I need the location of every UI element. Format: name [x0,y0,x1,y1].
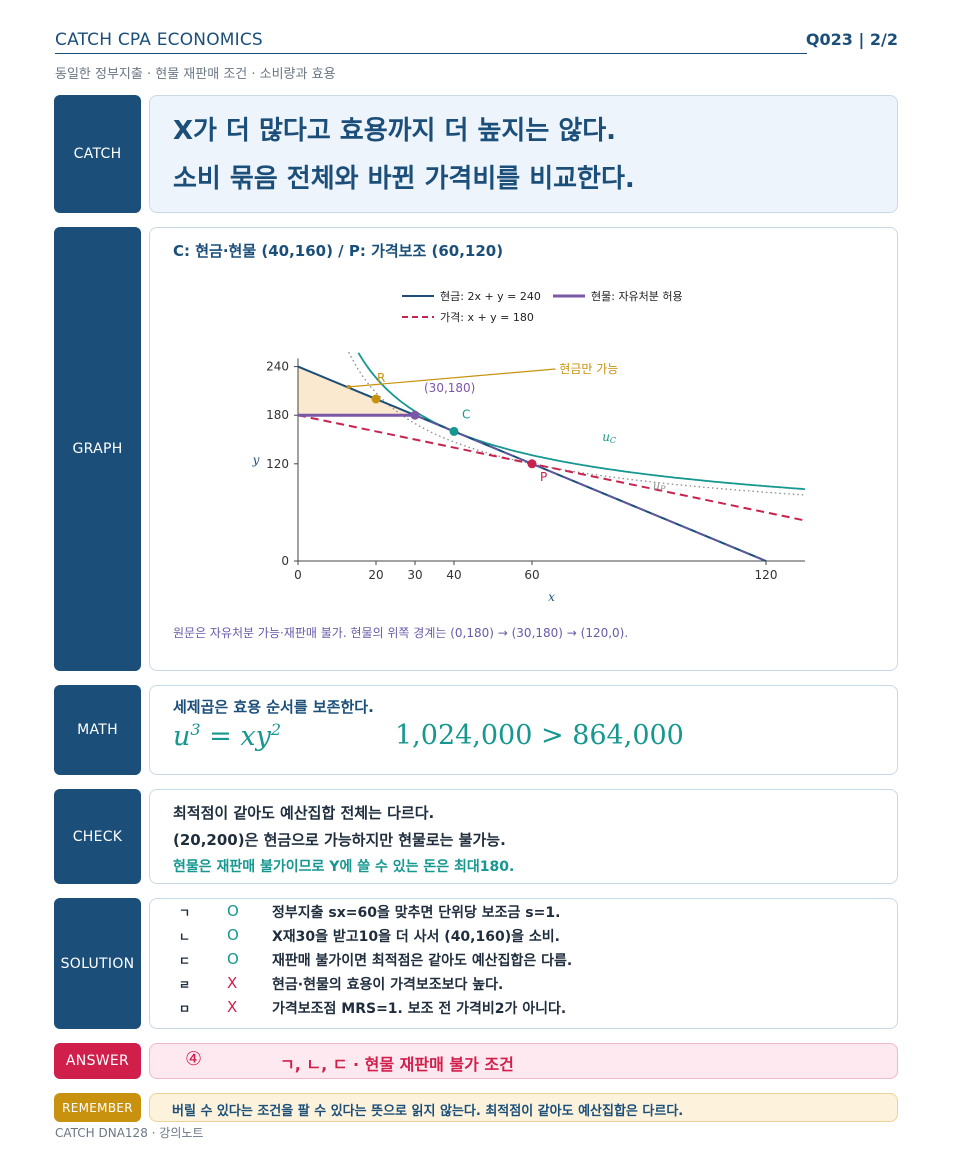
point-p [527,459,537,469]
solution-mark: O [227,902,239,920]
kink-label: (30,180) [424,381,475,395]
curve-uc-subscript: C [610,436,616,445]
solution-label: ㄱ [179,906,191,920]
solution-label: ㄹ [179,978,191,992]
solution-label: ㄴ [179,930,191,944]
question-number: Q023 | 2/2 [805,30,898,49]
graph-title: C: 현금·현물 (40,160) / P: 가격보조 (60,120) [173,242,504,260]
answer-text: ㄱ, ㄴ, ㄷ · 현물 재판매 불가 조건 [280,1055,514,1074]
y-tick-label: 120 [266,457,289,471]
curve-up-label: uP [653,480,666,494]
catch-line-1: X가 더 많다고 효용까지 더 높지는 않다. [173,116,617,146]
solution-text: 가격보조점 MRS=1. 보조 전 가격비2가 아니다. [272,1001,567,1017]
eq-rhs: = xy [200,721,271,752]
x-tick-label: 120 [755,568,778,582]
math-label: 세제곱은 효용 순서를 보존한다. [173,698,374,716]
answer-box: ④ ㄱ, ㄴ, ㄷ · 현물 재판매 불가 조건 [149,1043,898,1079]
point-p-label: P [540,470,547,484]
y-tick-label: 0 [281,554,289,568]
solution-row: ㄴ O X재30을 받고10을 더 사서 (40,160)을 소비. [150,926,897,948]
catch-box: X가 더 많다고 효용까지 더 높지는 않다. 소비 묶음 전체와 바뀐 가격비… [149,95,898,213]
check-line-1: 최적점이 같아도 예산집합 전체는 다르다. [173,804,435,822]
solution-label: ㄷ [179,954,191,968]
curve-up-subscript: P [659,485,666,494]
x-tick-label: 40 [446,568,461,582]
solution-text: X재30을 받고10을 더 사서 (40,160)을 소비. [272,929,560,945]
remember-tag: REMEMBER [54,1093,141,1122]
point-c [449,426,459,436]
page-footer: CATCH DNA128 · 강의노트 [55,1126,204,1140]
solution-row: ㅁ X 가격보조점 MRS=1. 보조 전 가격비2가 아니다. [150,998,897,1020]
solution-row: ㄹ X 현금·현물의 효용이 가격보조보다 높다. [150,974,897,996]
header-rule [55,53,807,54]
check-box: 최적점이 같아도 예산집합 전체는 다르다. (20,200)은 현금으로 가능… [149,789,898,884]
eq-exponent: 3 [190,720,201,739]
solution-text: 현금·현물의 효용이 가격보조보다 높다. [272,977,504,993]
point-c-label: C [462,407,470,421]
remember-text: 버릴 수 있다는 조건을 팔 수 있다는 뜻으로 읽지 않는다. 최적점이 같아… [172,1104,684,1119]
solution-label: ㅁ [179,1002,191,1016]
solution-row: ㄱ O 정부지출 sx=60을 맞추면 단위당 보조금 s=1. [150,902,897,924]
check-line-3: 현물은 재판매 불가이므로 Y에 쓸 수 있는 돈은 최대180. [173,859,515,875]
math-tag: MATH [54,685,141,775]
page-title: CATCH CPA ECONOMICS [55,30,263,50]
curve-uc-label: uC [602,430,616,445]
y-axis-label: y [252,453,260,467]
solution-mark: X [227,998,238,1016]
budget-chart: 0 20 30 40 60 120 0 120 180 240 x y R (30,180) C P 현금만 가… [252,290,806,604]
legend-price-label: 가격: x + y = 180 [440,311,534,324]
cash-only-label: 현금만 가능 [559,362,618,376]
point-r [371,394,381,404]
price-budget-line [297,414,806,522]
solution-box: ㄱ O 정부지출 sx=60을 맞추면 단위당 보조금 s=1. ㄴ O X재3… [149,898,898,1029]
point-kink [410,410,420,420]
x-tick-label: 0 [294,568,302,582]
solution-mark: O [227,926,239,944]
cash-only-leader-dot [346,384,351,389]
catch-tag: CATCH [54,95,141,213]
check-line-2: (20,200)은 현금으로 가능하지만 현물로는 불가능. [173,831,506,849]
eq-base: u [173,721,191,752]
remember-box: 버릴 수 있다는 조건을 팔 수 있다는 뜻으로 읽지 않는다. 최적점이 같아… [149,1093,898,1122]
answer-tag: ANSWER [54,1043,141,1079]
y-tick-label: 180 [266,408,289,422]
x-tick-label: 30 [407,568,422,582]
page-header: CATCH CPA ECONOMICS Q023 | 2/2 [55,30,898,54]
math-box: 세제곱은 효용 순서를 보존한다. u3 = xy2 1,024,000 > 8… [149,685,898,775]
catch-line-2: 소비 묶음 전체와 바뀐 가격비를 비교한다. [173,164,635,194]
utility-comparison: 1,024,000 > 864,000 [395,720,684,751]
graph-note: 원문은 자유처분 가능·재판매 불가. 현물의 위쪽 경계는 (0,180) →… [173,626,629,640]
solution-text: 정부지출 sx=60을 맞추면 단위당 보조금 s=1. [272,905,561,921]
legend-inkind-label: 현물: 자유처분 허용 [591,290,683,303]
check-tag: CHECK [54,789,141,884]
solution-mark: X [227,974,238,992]
answer-number: ④ [185,1048,203,1070]
point-r-label: R [377,371,385,385]
solution-tag: SOLUTION [54,898,141,1029]
utility-equation: u3 = xy2 [173,720,281,752]
legend-cash-label: 현금: 2x + y = 240 [440,290,541,303]
cash-only-leader [348,368,556,388]
eq-rhs-exponent: 2 [270,720,282,739]
x-axis-label: x [548,590,555,604]
solution-mark: O [227,950,239,968]
solution-text: 재판매 불가이면 최적점은 같아도 예산집합은 다름. [272,953,573,969]
graph-tag: GRAPH [54,227,141,671]
page-subtitle: 동일한 정부지출 · 현물 재판매 조건 · 소비량과 효용 [55,67,336,82]
solution-row: ㄷ O 재판매 불가이면 최적점은 같아도 예산집합은 다름. [150,950,897,972]
x-tick-label: 60 [524,568,539,582]
x-tick-label: 20 [368,568,383,582]
y-tick-label: 240 [266,360,289,374]
graph-box: C: 현금·현물 (40,160) / P: 가격보조 (60,120) 0 20… [149,227,898,671]
